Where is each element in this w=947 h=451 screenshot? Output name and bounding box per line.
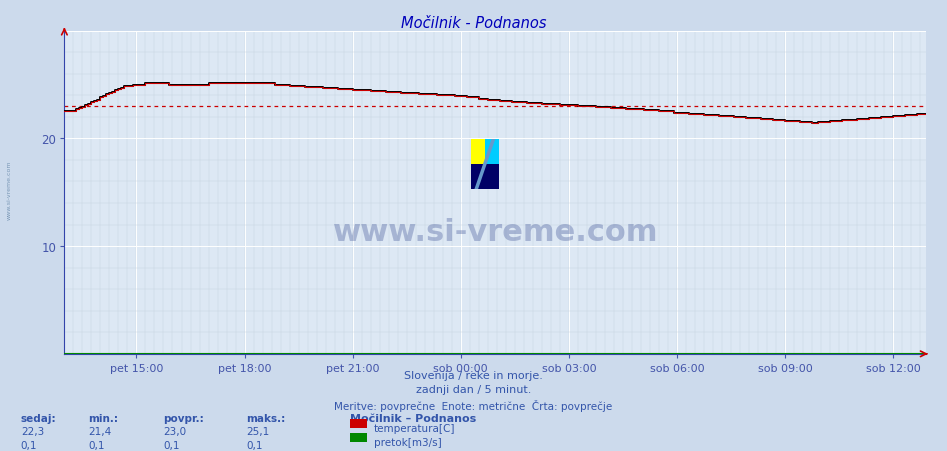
Text: Močilnik - Podnanos: Močilnik - Podnanos (401, 16, 546, 31)
Bar (471, 165, 499, 189)
Text: zadnji dan / 5 minut.: zadnji dan / 5 minut. (416, 384, 531, 394)
Text: www.si-vreme.com: www.si-vreme.com (7, 160, 12, 219)
Text: 0,1: 0,1 (163, 440, 179, 450)
Text: 0,1: 0,1 (88, 440, 104, 450)
Text: 25,1: 25,1 (246, 426, 270, 436)
Text: sedaj:: sedaj: (21, 413, 57, 423)
Bar (471, 140, 485, 165)
Text: min.:: min.: (88, 413, 118, 423)
Text: 23,0: 23,0 (163, 426, 186, 436)
Bar (485, 140, 499, 165)
Text: 22,3: 22,3 (21, 426, 45, 436)
Text: Močilnik – Podnanos: Močilnik – Podnanos (350, 413, 476, 423)
Text: 0,1: 0,1 (21, 440, 37, 450)
Text: maks.:: maks.: (246, 413, 285, 423)
Text: 21,4: 21,4 (88, 426, 112, 436)
Text: temperatura[C]: temperatura[C] (374, 423, 456, 433)
Text: povpr.:: povpr.: (163, 413, 204, 423)
Text: Slovenija / reke in morje.: Slovenija / reke in morje. (404, 370, 543, 380)
Text: pretok[m3/s]: pretok[m3/s] (374, 437, 442, 446)
Text: www.si-vreme.com: www.si-vreme.com (332, 217, 658, 246)
Text: 0,1: 0,1 (246, 440, 262, 450)
Text: Meritve: povprečne  Enote: metrične  Črta: povprečje: Meritve: povprečne Enote: metrične Črta:… (334, 399, 613, 411)
